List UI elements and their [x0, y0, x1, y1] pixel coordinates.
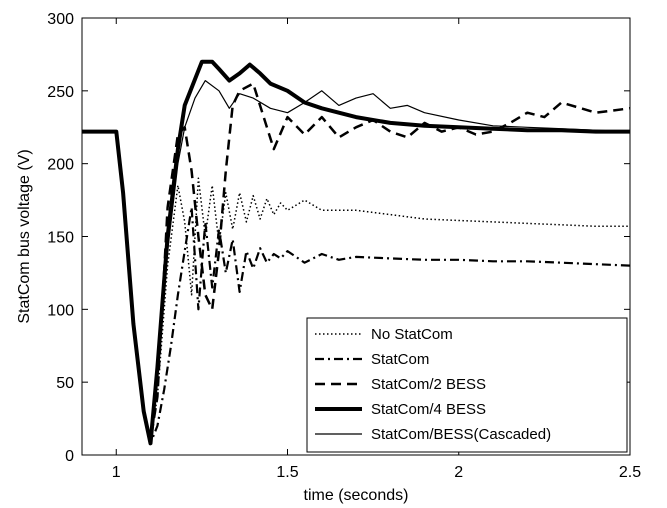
y-tick-label: 200 — [47, 157, 74, 174]
x-tick-label: 1 — [112, 464, 121, 481]
series-lines — [82, 59, 631, 446]
x-axis-label: time (seconds) — [304, 487, 409, 504]
series-line-statcom — [82, 130, 631, 445]
series-line-statcom-4-bess — [82, 59, 630, 446]
y-tick-label: 150 — [47, 230, 74, 247]
legend: No StatCom StatCom StatCom/2 BESS StatCom/4… — [306, 317, 628, 453]
y-axis-label: StatCom bus voltage (V) — [16, 149, 33, 323]
legend-label-statcom-4-bess: StatCom/4 BESS — [371, 401, 486, 418]
y-tick-label: 100 — [47, 302, 74, 319]
legend-label-statcom-bess-cascaded: StatCom/BESS(Cascaded) — [371, 426, 551, 443]
y-tick-label: 0 — [65, 448, 74, 465]
legend-box — [306, 317, 628, 453]
y-tick-label: 300 — [47, 11, 74, 28]
x-tick-label: 1.5 — [276, 464, 298, 481]
x-tick-label: 2 — [454, 464, 463, 481]
legend-label-no-statcom: No StatCom — [371, 326, 453, 343]
y-tick-label: 250 — [47, 84, 74, 101]
y-tick-label: 50 — [56, 375, 74, 392]
legend-label-statcom: StatCom — [371, 351, 429, 368]
x-tick-label: 2.5 — [619, 464, 641, 481]
axis-ticks: 1 1.5 2 2.5 0 50 100 150 200 250 300 — [47, 11, 641, 481]
legend-label-statcom-2-bess: StatCom/2 BESS — [371, 376, 486, 393]
series-line-statcom-bess-cascaded — [82, 80, 631, 441]
